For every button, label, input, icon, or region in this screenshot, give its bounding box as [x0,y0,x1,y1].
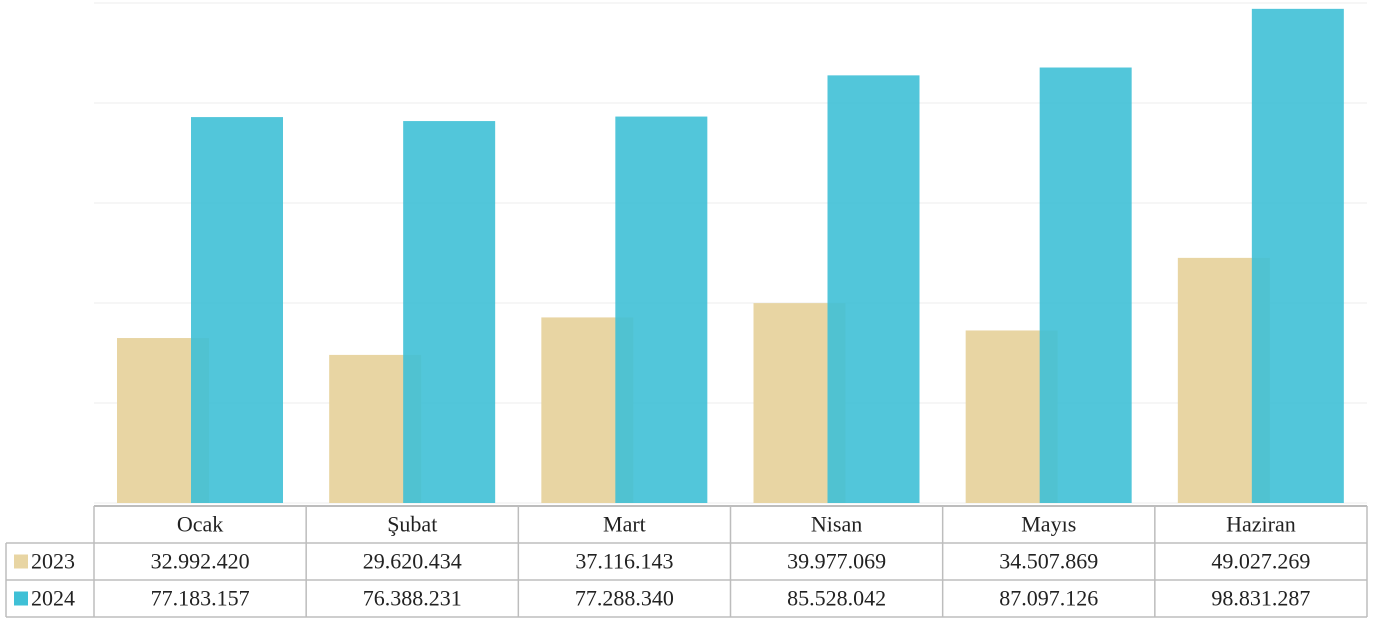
x-tick-label: Ocak [177,512,223,537]
data-label: 87.097.126 [999,586,1098,611]
bar-2024-Mayıs [1039,67,1132,503]
data-label: 34.507.869 [999,549,1098,574]
data-table: Ocak Şubat Mart Nisan Mayıs Haziran 2023 32.992… [5,505,1368,618]
x-tick-label: Mart [603,512,646,537]
x-tick-label: Nisan [811,512,862,537]
legend-swatch-2024 [14,591,28,606]
x-tick-label: Haziran [1226,512,1296,537]
x-tick-label: Şubat [387,512,437,537]
data-label: 49.027.269 [1211,549,1310,574]
bar-2024-Nisan [827,75,920,503]
bar-2024-Mart [615,116,708,504]
x-tick-label: Mayıs [1021,512,1076,537]
data-label: 29.620.434 [363,549,462,574]
data-label: 98.831.287 [1211,586,1310,611]
bar-2024-Ocak [191,117,283,503]
data-label: 77.288.340 [575,586,674,611]
legend-swatch-2023 [14,554,28,569]
data-label: 39.977.069 [787,549,886,574]
data-label: 85.528.042 [787,586,886,611]
gridlines [94,2,1367,504]
legend-label: 2024 [31,586,75,611]
legend-label: 2023 [31,549,75,574]
data-label: 37.116.143 [575,549,673,574]
bars [117,8,1344,504]
bar-2024-Haziran [1251,8,1344,503]
data-label: 76.388.231 [363,586,462,611]
data-label: 77.183.157 [151,586,250,611]
bar-2024-Şubat [403,121,496,504]
data-label: 32.992.420 [151,549,250,574]
